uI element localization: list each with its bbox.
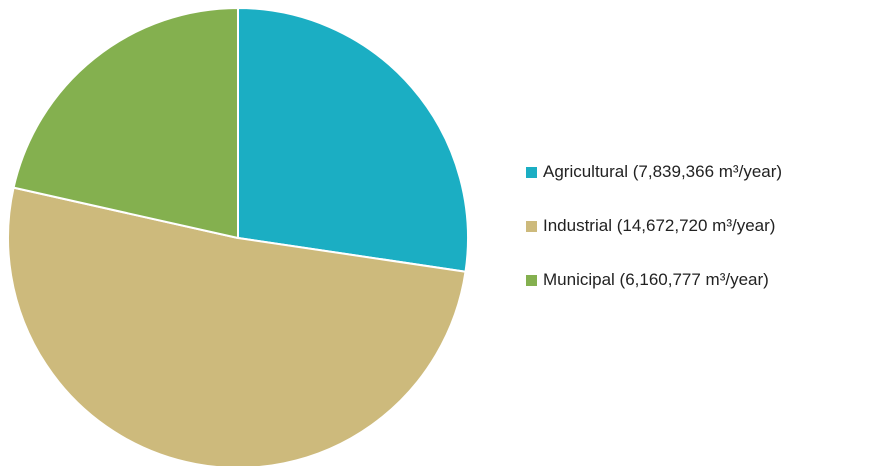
legend-swatch-municipal — [526, 274, 537, 286]
pie-slice-municipal — [12, 7, 239, 239]
legend-label-industrial: Industrial (14,672,720 m³/year) — [543, 216, 776, 235]
legend-item-industrial: Industrial (14,672,720 m³/year) — [526, 214, 782, 238]
legend-label-agricultural: Agricultural (7,839,366 m³/year) — [543, 162, 783, 181]
legend-swatch-agricultural — [526, 166, 537, 178]
legend-item-agricultural: Agricultural (7,839,366 m³/year) — [526, 160, 782, 184]
legend-item-municipal: Municipal (6,160,777 m³/year) — [526, 268, 782, 292]
legend: Agricultural (7,839,366 m³/year) Industr… — [526, 160, 782, 322]
pie-slice-industrial — [7, 186, 467, 466]
legend-swatch-industrial — [526, 220, 537, 232]
pie-slice-agricultural — [237, 7, 469, 273]
pie-chart — [7, 7, 469, 466]
legend-label-municipal: Municipal (6,160,777 m³/year) — [543, 270, 769, 289]
